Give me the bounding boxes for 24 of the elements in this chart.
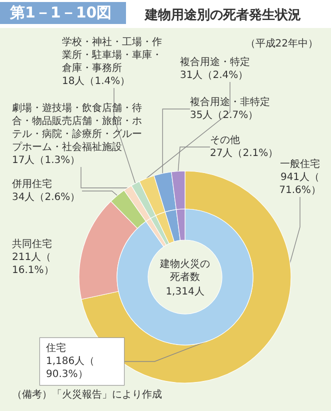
data-label: 17人（1.3%）	[12, 155, 80, 166]
data-label: 35人（2.7%）	[190, 110, 258, 121]
slice-label: その他	[210, 134, 240, 146]
data-label: 1,186人（90.3%）	[46, 356, 95, 380]
slice-label: 併用住宅	[12, 178, 52, 190]
slice-label: 劇場・遊技場・飲食店舗・待合・物品販売店舗・旅館・ホテル・病院・診療所・グループホーム・社会福祉施設	[12, 102, 142, 153]
data-label: 18人（1.4%）	[62, 76, 130, 87]
data-label: 941人（71.6%）	[279, 172, 321, 196]
chart-subtitle: （平成22年中）	[245, 38, 318, 50]
slice-label: 住宅	[46, 342, 66, 354]
text: （備考）「火災報告」により作成	[12, 388, 162, 400]
data-label: 211人（16.1%）	[12, 252, 54, 276]
text: 1,314人	[166, 286, 204, 298]
slice-label: 共同住宅	[12, 238, 52, 250]
data-label: 34人（2.6%）	[12, 192, 80, 203]
slice-label: 複合用途・特定	[180, 56, 250, 68]
text: 建物火災の死者数	[159, 258, 210, 283]
text: 第1－1－10図	[9, 4, 112, 22]
slice-label: 一般住宅	[280, 158, 320, 170]
slice-label: 複合用途・非特定	[190, 96, 270, 108]
slice-label: 学校・神社・工場・作業所・駐車場・車庫・倉庫・事務所	[62, 36, 162, 74]
data-label: 31人（2.4%）	[180, 70, 248, 81]
chart-title: 建物用途別の死者発生状況	[144, 8, 301, 23]
data-label: 27人（2.1%）	[210, 148, 278, 159]
